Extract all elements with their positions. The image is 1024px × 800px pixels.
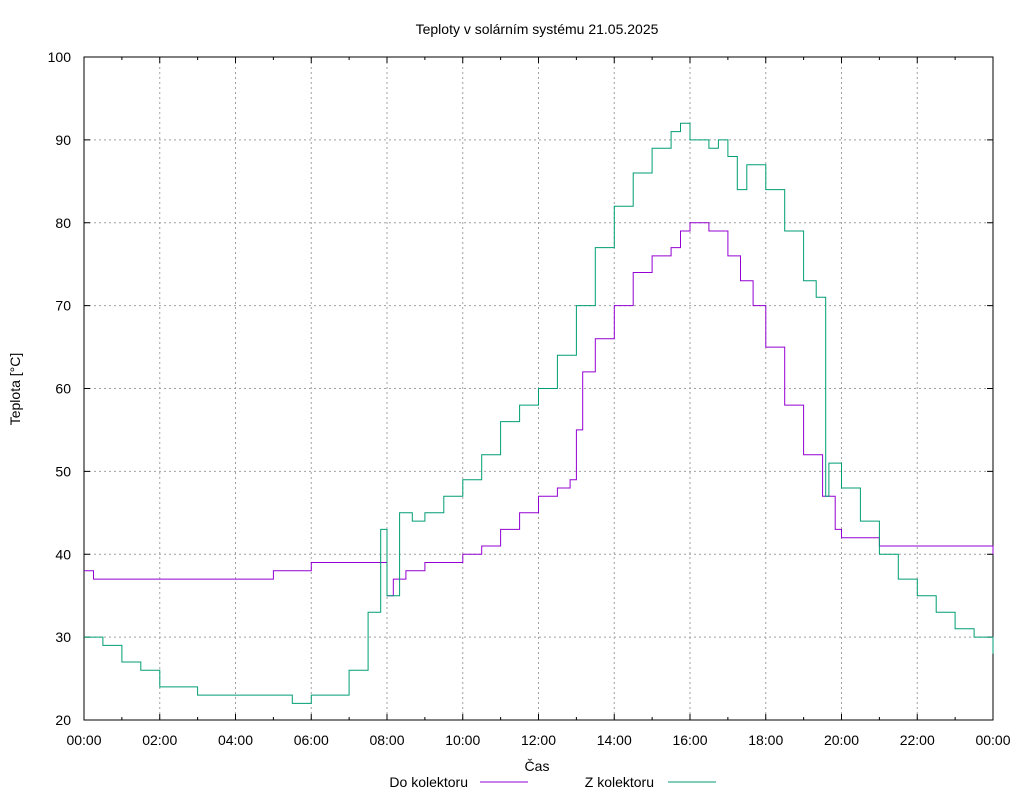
x-tick-label: 20:00 <box>824 732 859 748</box>
x-tick-label: 02:00 <box>142 732 177 748</box>
grid-lines <box>84 57 993 720</box>
x-tick-label: 18:00 <box>748 732 783 748</box>
y-tick-label: 80 <box>55 215 71 231</box>
x-tick-label: 10:00 <box>445 732 480 748</box>
series-line-2 <box>84 122 994 704</box>
x-axis-label: Čas <box>525 758 550 774</box>
y-tick-label: 40 <box>55 546 71 562</box>
y-axis-label: Teplota [°C] <box>7 353 23 426</box>
y-tick-label: 30 <box>55 629 71 645</box>
axes: 20 30 40 50 60 70 80 90 100 00:00 02:00 04:00 06:00 0… <box>48 49 1011 748</box>
legend-label: Do kolektoru <box>389 774 468 790</box>
series-lines <box>84 122 994 704</box>
x-tick-label: 06:00 <box>294 732 329 748</box>
x-tick-label: 14:00 <box>597 732 632 748</box>
x-tick-label: 16:00 <box>672 732 707 748</box>
x-tick-label: 00:00 <box>66 732 101 748</box>
y-tick-label: 50 <box>55 463 71 479</box>
y-tick-label: 100 <box>48 49 72 65</box>
x-tick-label: 08:00 <box>369 732 404 748</box>
legend-label: Z kolektoru <box>585 774 654 790</box>
chart-title: Teploty v solárním systému 21.05.2025 <box>416 21 659 37</box>
legend: Do kolektoru Z kolektoru <box>389 774 716 790</box>
y-tick-label: 70 <box>55 298 71 314</box>
y-tick-label: 60 <box>55 381 71 397</box>
y-tick-label: 90 <box>55 132 71 148</box>
x-tick-label: 22:00 <box>900 732 935 748</box>
x-tick-label: 12:00 <box>521 732 556 748</box>
x-tick-label: 00:00 <box>975 732 1010 748</box>
y-tick-label: 20 <box>55 712 71 728</box>
x-tick-label: 04:00 <box>218 732 253 748</box>
